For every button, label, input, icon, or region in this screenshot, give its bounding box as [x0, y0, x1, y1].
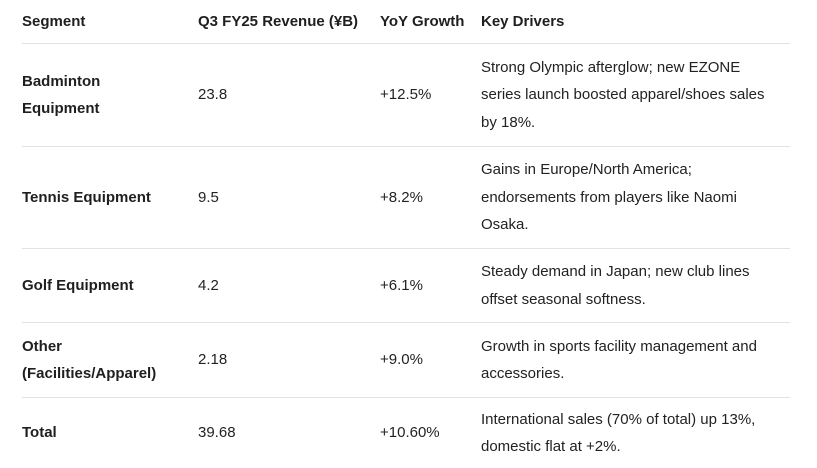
revenue-table: Segment Q3 FY25 Revenue (¥B) YoY Growth … — [22, 0, 790, 468]
segment-cell: Badminton Equipment — [22, 72, 101, 118]
segment-cell: Golf Equipment — [22, 276, 134, 294]
segment-cell: Total — [22, 424, 57, 442]
growth-cell: +8.2% — [380, 188, 423, 206]
growth-cell: +9.0% — [380, 351, 423, 369]
revenue-cell: 9.5 — [198, 188, 219, 206]
revenue-cell: 39.68 — [198, 424, 236, 442]
table-header: Segment Q3 FY25 Revenue (¥B) YoY Growth … — [22, 0, 790, 44]
drivers-cell: Steady demand in Japan; new club lines o… — [481, 263, 750, 308]
drivers-cell: Strong Olympic afterglow; new EZONE seri… — [481, 58, 765, 131]
revenue-cell: 4.2 — [198, 276, 219, 294]
revenue-cell: 2.18 — [198, 351, 228, 369]
segment-cell: Other (Facilities/Apparel) — [22, 337, 157, 383]
table-row: Other (Facilities/Apparel) 2.18 +9.0% Gr… — [22, 323, 790, 398]
table-row: Tennis Equipment 9.5 +8.2% Gains in Euro… — [22, 147, 790, 249]
segment-cell: Tennis Equipment — [22, 188, 151, 206]
table-row: Total 39.68 +10.60% International sales … — [22, 398, 790, 468]
drivers-cell: Growth in sports facility management and… — [481, 337, 757, 383]
header-growth: YoY Growth — [380, 13, 465, 30]
growth-cell: +12.5% — [380, 86, 432, 104]
table-row: Badminton Equipment 23.8 +12.5% Strong O… — [22, 44, 790, 147]
drivers-cell: Gains in Europe/North America; endorseme… — [481, 161, 737, 234]
header-segment: Segment — [22, 13, 86, 30]
drivers-cell: International sales (70% of total) up 13… — [481, 410, 756, 456]
table-row: Golf Equipment 4.2 +6.1% Steady demand i… — [22, 249, 790, 323]
header-drivers: Key Drivers — [481, 13, 565, 30]
header-revenue: Q3 FY25 Revenue (¥B) — [198, 13, 359, 30]
revenue-cell: 23.8 — [198, 86, 228, 104]
growth-cell: +6.1% — [380, 276, 423, 294]
growth-cell: +10.60% — [380, 424, 440, 442]
